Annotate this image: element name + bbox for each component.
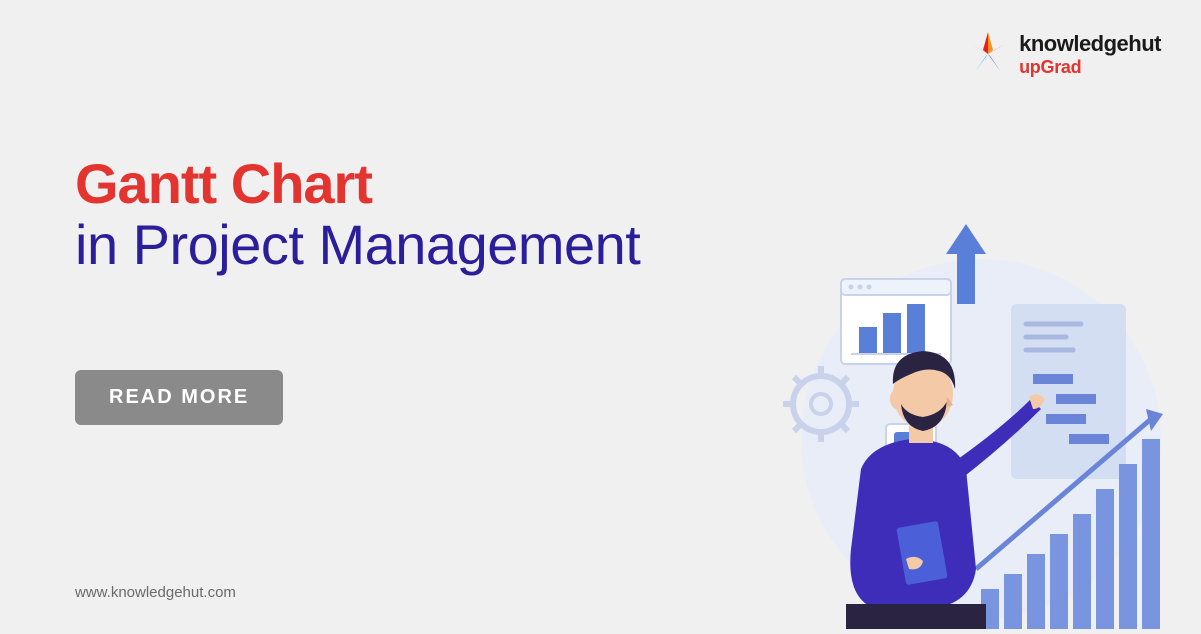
headline-line2: in Project Management	[75, 214, 640, 276]
site-url: www.knowledgehut.com	[75, 584, 236, 601]
illustration	[751, 209, 1171, 629]
browser-chart-icon	[841, 279, 951, 364]
logo-text: knowledgehut upGrad	[1019, 31, 1161, 78]
logo-subbrand: upGrad	[1019, 57, 1161, 78]
logo-brand: knowledgehut	[1019, 31, 1161, 57]
logo-star-icon	[967, 30, 1009, 78]
headline: Gantt Chart in Project Management	[75, 155, 640, 275]
headline-line1: Gantt Chart	[75, 155, 640, 214]
logo-area: knowledgehut upGrad	[967, 30, 1161, 78]
read-more-button[interactable]: READ MORE	[75, 370, 283, 425]
